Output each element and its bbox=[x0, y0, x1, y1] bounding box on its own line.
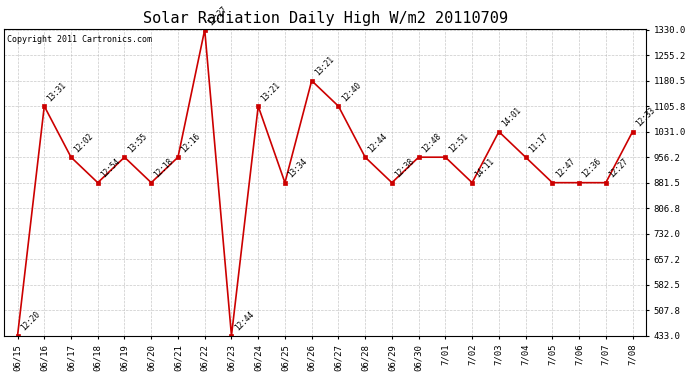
Text: 12:27: 12:27 bbox=[607, 157, 630, 180]
Text: 12:44: 12:44 bbox=[233, 310, 255, 333]
Text: Copyright 2011 Cartronics.com: Copyright 2011 Cartronics.com bbox=[8, 35, 152, 44]
Title: Solar Radiation Daily High W/m2 20110709: Solar Radiation Daily High W/m2 20110709 bbox=[143, 12, 508, 27]
Text: 12:44: 12:44 bbox=[366, 132, 389, 154]
Text: 13:21: 13:21 bbox=[259, 81, 282, 104]
Text: 13:31: 13:31 bbox=[46, 81, 68, 104]
Text: 12:33: 12:33 bbox=[634, 106, 657, 129]
Text: 12:27: 12:27 bbox=[206, 4, 229, 27]
Text: 13:55: 13:55 bbox=[126, 132, 148, 154]
Text: 14:11: 14:11 bbox=[473, 157, 496, 180]
Text: 12:18: 12:18 bbox=[152, 157, 175, 180]
Text: 13:21: 13:21 bbox=[313, 55, 336, 78]
Text: 11:17: 11:17 bbox=[527, 132, 550, 154]
Text: 12:40: 12:40 bbox=[339, 81, 362, 104]
Text: 12:16: 12:16 bbox=[179, 132, 202, 154]
Text: 12:51: 12:51 bbox=[447, 132, 469, 154]
Text: 12:02: 12:02 bbox=[72, 132, 95, 154]
Text: 12:47: 12:47 bbox=[554, 157, 576, 180]
Text: 12:36: 12:36 bbox=[580, 157, 603, 180]
Text: 12:48: 12:48 bbox=[420, 132, 443, 154]
Text: 13:34: 13:34 bbox=[286, 157, 309, 180]
Text: 14:01: 14:01 bbox=[500, 106, 523, 129]
Text: 12:54: 12:54 bbox=[99, 157, 122, 180]
Text: 12:38: 12:38 bbox=[393, 157, 416, 180]
Text: 12:20: 12:20 bbox=[19, 310, 41, 333]
